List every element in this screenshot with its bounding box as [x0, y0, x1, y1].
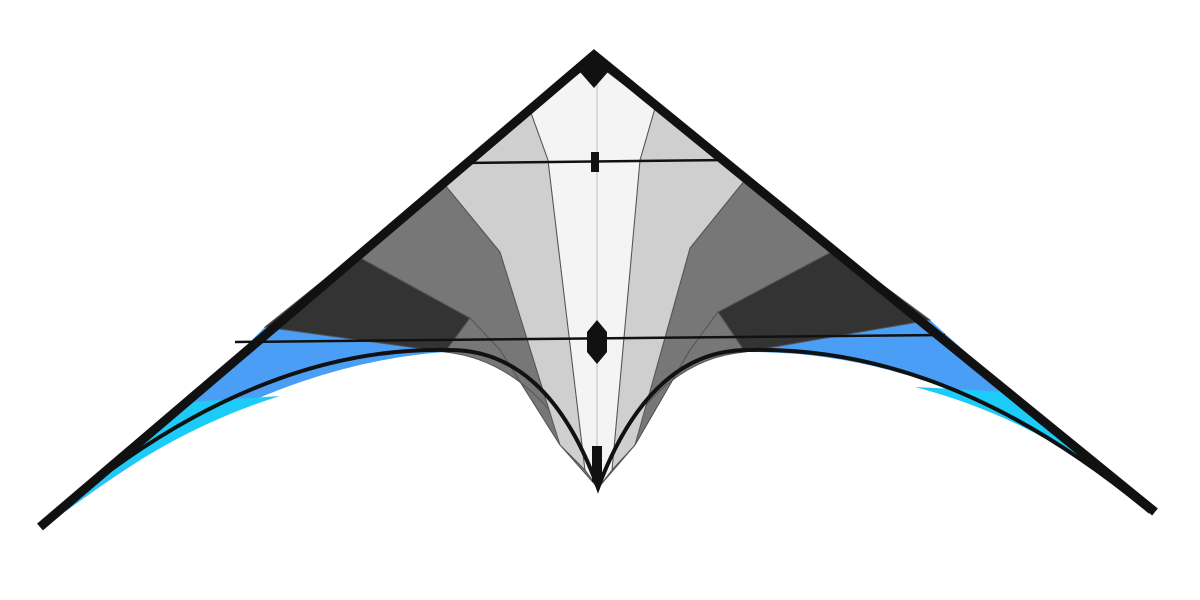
upper-spine-connector — [591, 152, 599, 172]
tail-connector — [592, 446, 602, 482]
trailing-edge — [43, 347, 1152, 524]
right-wing-blue-panel — [745, 320, 1135, 500]
nose-cap — [580, 52, 608, 88]
center-tee-connector — [587, 320, 607, 364]
left-wing-blue-panel — [65, 327, 445, 512]
